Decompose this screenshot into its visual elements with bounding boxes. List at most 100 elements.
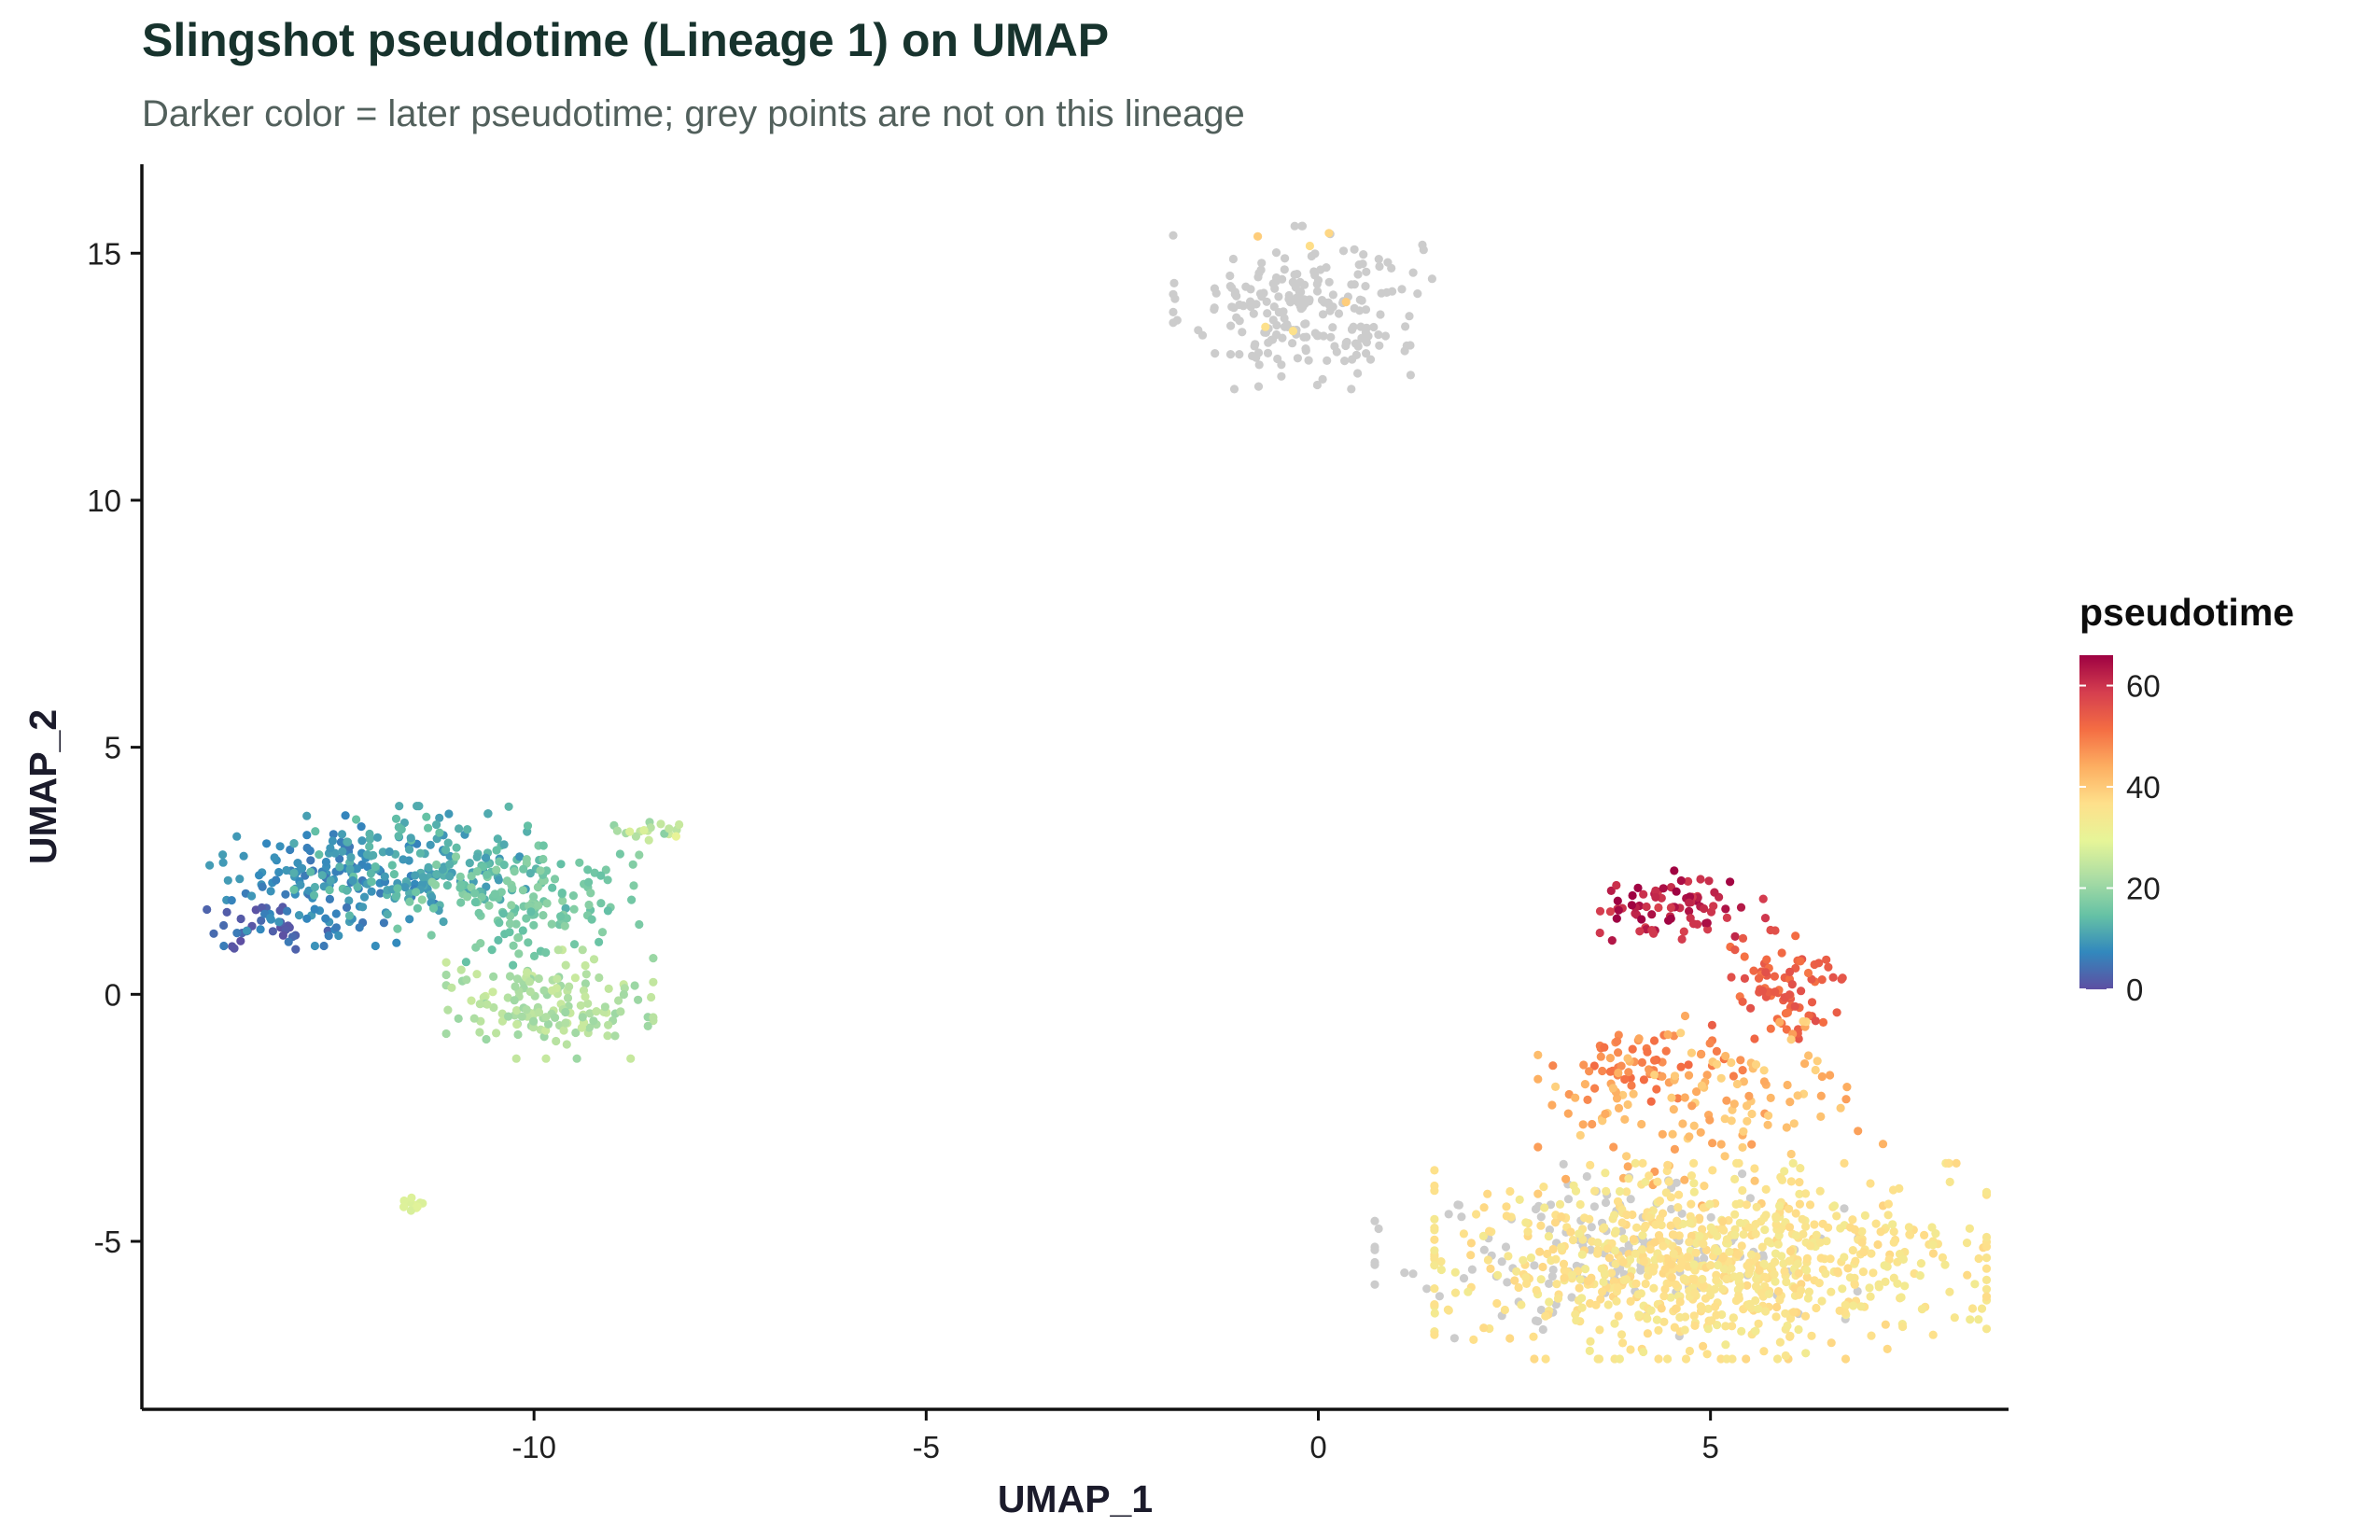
data-point bbox=[399, 1196, 409, 1206]
data-point bbox=[1590, 1186, 1600, 1196]
data-point bbox=[1712, 1046, 1721, 1056]
data-point bbox=[1538, 1262, 1547, 1272]
data-point bbox=[1589, 1061, 1599, 1071]
data-point bbox=[643, 1021, 652, 1030]
data-point bbox=[570, 973, 581, 983]
data-point bbox=[441, 1029, 451, 1039]
data-point bbox=[1328, 290, 1337, 300]
data-point bbox=[1740, 952, 1749, 961]
data-point bbox=[1595, 906, 1605, 916]
data-point bbox=[504, 802, 513, 811]
data-point bbox=[483, 870, 492, 879]
data-point bbox=[1727, 1264, 1736, 1273]
data-point bbox=[371, 941, 380, 951]
data-point bbox=[1593, 1249, 1603, 1258]
data-point bbox=[1649, 1283, 1659, 1293]
data-point bbox=[1749, 966, 1758, 975]
data-point bbox=[1430, 1309, 1439, 1318]
data-point bbox=[1631, 1249, 1640, 1258]
data-point bbox=[1905, 1230, 1914, 1239]
data-point bbox=[497, 1016, 508, 1026]
data-point bbox=[1703, 1304, 1713, 1313]
data-point bbox=[1681, 1354, 1691, 1364]
data-point bbox=[467, 996, 476, 1005]
data-point bbox=[1857, 1226, 1867, 1236]
data-point bbox=[1658, 1209, 1668, 1218]
data-point bbox=[328, 836, 337, 846]
data-point bbox=[1827, 1338, 1836, 1348]
data-point bbox=[219, 920, 229, 931]
data-point bbox=[1928, 1249, 1938, 1258]
data-point bbox=[376, 889, 385, 898]
data-point bbox=[536, 866, 545, 875]
data-point bbox=[1370, 1245, 1379, 1254]
data-point bbox=[1751, 1326, 1760, 1336]
data-point bbox=[352, 864, 361, 874]
data-point bbox=[1583, 1095, 1592, 1104]
data-point bbox=[522, 1005, 531, 1015]
data-point bbox=[1622, 1152, 1631, 1161]
data-point bbox=[1771, 987, 1780, 997]
data-point bbox=[1840, 1253, 1849, 1262]
data-point bbox=[1587, 1223, 1596, 1232]
data-point bbox=[268, 927, 277, 936]
data-point bbox=[1607, 936, 1617, 945]
data-point bbox=[1595, 928, 1604, 938]
data-point bbox=[1555, 1199, 1565, 1209]
data-point bbox=[1893, 1279, 1902, 1288]
data-point bbox=[1696, 875, 1705, 884]
data-point bbox=[1787, 980, 1797, 989]
data-point bbox=[1545, 1225, 1554, 1235]
data-point bbox=[1628, 1044, 1637, 1054]
data-point bbox=[1631, 1158, 1640, 1168]
y-tick-label: 5 bbox=[105, 731, 121, 765]
data-point bbox=[1341, 338, 1351, 347]
data-point bbox=[1771, 1257, 1780, 1267]
data-point bbox=[256, 925, 265, 934]
data-point bbox=[596, 871, 606, 880]
data-point bbox=[1785, 1223, 1795, 1232]
data-point bbox=[1338, 246, 1349, 256]
data-point bbox=[428, 903, 439, 913]
data-point bbox=[1651, 886, 1660, 896]
data-point bbox=[1504, 1252, 1513, 1261]
data-point bbox=[556, 912, 566, 921]
data-point bbox=[1230, 289, 1239, 299]
data-point bbox=[1430, 1181, 1439, 1191]
data-point bbox=[1567, 1293, 1576, 1302]
data-point bbox=[543, 1019, 553, 1029]
data-point bbox=[1854, 1127, 1863, 1136]
data-point bbox=[1627, 901, 1636, 910]
data-point bbox=[572, 1054, 581, 1063]
data-point bbox=[391, 892, 400, 902]
data-point bbox=[1722, 1235, 1731, 1244]
data-point bbox=[1770, 972, 1779, 981]
data-point bbox=[1359, 250, 1368, 259]
data-point bbox=[463, 825, 472, 834]
data-point bbox=[1374, 330, 1383, 340]
data-point bbox=[1374, 255, 1383, 264]
data-point bbox=[406, 833, 415, 843]
data-point bbox=[1500, 1305, 1509, 1315]
data-point bbox=[1731, 1199, 1741, 1209]
data-point bbox=[1841, 1354, 1851, 1364]
data-point bbox=[1736, 1281, 1745, 1291]
data-point bbox=[1746, 1003, 1756, 1013]
data-point bbox=[627, 895, 637, 904]
data-point bbox=[1940, 1260, 1950, 1269]
data-point bbox=[1614, 1068, 1623, 1078]
data-point bbox=[472, 970, 482, 979]
data-point bbox=[1577, 1303, 1587, 1312]
data-point bbox=[508, 884, 517, 893]
data-point bbox=[556, 860, 566, 869]
data-point bbox=[1721, 1340, 1730, 1350]
data-point bbox=[1718, 1253, 1728, 1263]
data-point bbox=[1248, 351, 1257, 360]
data-point bbox=[675, 819, 684, 830]
data-point bbox=[1408, 268, 1418, 277]
data-point bbox=[1728, 1322, 1737, 1331]
data-point bbox=[1833, 1267, 1842, 1276]
data-point bbox=[1725, 1247, 1734, 1256]
data-point bbox=[529, 892, 539, 902]
data-point bbox=[1459, 1229, 1468, 1239]
